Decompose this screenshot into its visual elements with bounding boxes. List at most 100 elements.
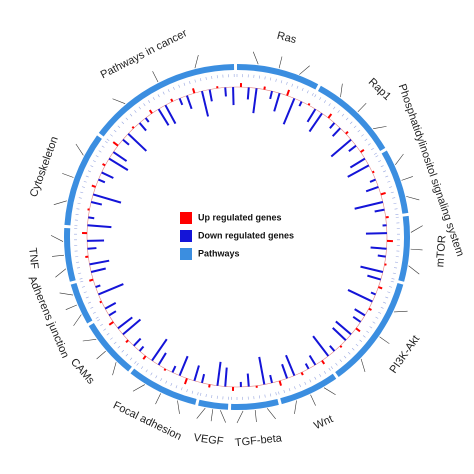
scale-tick bbox=[100, 323, 103, 327]
scale-tick bbox=[143, 103, 146, 107]
expression-bar bbox=[360, 265, 384, 273]
legend-swatch bbox=[180, 248, 192, 260]
expression-bar bbox=[378, 286, 383, 290]
scale-tick bbox=[92, 160, 96, 163]
scale-tick bbox=[380, 165, 384, 168]
scale-tick bbox=[351, 347, 355, 351]
pathway-label: TNF bbox=[26, 247, 40, 270]
expression-bar bbox=[108, 157, 129, 171]
scale-tick bbox=[90, 165, 94, 168]
scale-tick bbox=[81, 286, 85, 288]
scale-tick bbox=[95, 316, 99, 319]
connector bbox=[394, 310, 408, 313]
connector bbox=[220, 410, 226, 423]
expression-bar bbox=[349, 157, 366, 169]
connector bbox=[410, 248, 423, 251]
scale-tick bbox=[291, 83, 294, 87]
expression-bar bbox=[380, 192, 386, 196]
scale-tick bbox=[380, 306, 384, 309]
scale-tick bbox=[106, 333, 110, 336]
scale-tick bbox=[175, 385, 178, 389]
scale-tick bbox=[311, 92, 314, 96]
expression-bar bbox=[285, 354, 296, 376]
scale-tick bbox=[394, 208, 398, 210]
expression-bar bbox=[246, 373, 250, 387]
connector bbox=[96, 350, 106, 360]
scale-tick bbox=[372, 321, 376, 324]
scale-tick bbox=[385, 175, 389, 178]
connector bbox=[55, 268, 67, 278]
scale-tick bbox=[314, 94, 317, 98]
expression-bar bbox=[89, 259, 110, 266]
scale-tick bbox=[269, 77, 272, 81]
scale-tick bbox=[353, 125, 357, 129]
expression-bar bbox=[144, 117, 150, 123]
scale-tick bbox=[323, 100, 327, 103]
expression-bar bbox=[224, 87, 227, 97]
scale-tick bbox=[301, 87, 304, 91]
expression-bar bbox=[330, 138, 352, 158]
connector bbox=[236, 410, 244, 424]
connector bbox=[59, 292, 74, 296]
connector bbox=[379, 336, 390, 344]
connector bbox=[51, 254, 64, 257]
pathway-label: CAMs bbox=[68, 356, 97, 387]
expression-bar bbox=[112, 141, 119, 147]
scale-tick bbox=[173, 86, 175, 90]
expression-bar bbox=[360, 148, 365, 153]
scale-tick bbox=[383, 301, 387, 304]
expression-bar bbox=[281, 363, 289, 379]
pathway-arc bbox=[64, 227, 76, 282]
connector bbox=[132, 384, 145, 392]
scale-tick bbox=[361, 134, 364, 137]
expression-bar bbox=[88, 216, 95, 220]
pathway-arc bbox=[88, 322, 132, 372]
pathway-label: Wnt bbox=[312, 413, 335, 432]
scale-tick bbox=[375, 155, 379, 158]
scale-tick bbox=[83, 180, 87, 183]
scale-tick bbox=[205, 76, 207, 80]
pathway-arc bbox=[280, 373, 337, 405]
expression-bar bbox=[98, 178, 106, 184]
scale-tick bbox=[90, 306, 94, 309]
pathway-arc bbox=[230, 399, 279, 410]
scale-tick bbox=[157, 94, 160, 98]
connector bbox=[112, 362, 117, 376]
expression-bar bbox=[308, 354, 317, 366]
scale-tick bbox=[134, 110, 137, 113]
expression-bar bbox=[201, 90, 210, 117]
scale-tick bbox=[373, 152, 377, 155]
scale-tick bbox=[269, 393, 272, 397]
scale-tick bbox=[113, 129, 117, 133]
connector bbox=[53, 200, 67, 205]
expression-bar bbox=[131, 126, 135, 129]
scale-tick bbox=[362, 335, 366, 338]
expression-bar bbox=[163, 368, 167, 372]
expression-bar bbox=[99, 300, 103, 304]
scale-tick bbox=[77, 202, 81, 205]
expression-bar bbox=[157, 352, 167, 366]
connector bbox=[112, 98, 126, 104]
pathway-arc bbox=[381, 150, 409, 214]
expression-bar bbox=[157, 108, 170, 126]
scale-tick bbox=[387, 291, 391, 294]
expression-bar bbox=[216, 361, 222, 386]
expression-bar bbox=[89, 278, 94, 282]
expression-bar bbox=[345, 130, 349, 135]
pathway-arc bbox=[98, 64, 235, 137]
expression-bar bbox=[354, 308, 366, 317]
legend-label: Pathways bbox=[198, 248, 240, 258]
expression-bar bbox=[298, 101, 303, 107]
expression-bar bbox=[347, 164, 370, 178]
scale-tick bbox=[391, 278, 395, 280]
connector bbox=[278, 56, 283, 69]
expression-bar bbox=[138, 122, 147, 132]
scale-tick bbox=[113, 341, 117, 345]
scale-tick bbox=[357, 129, 361, 133]
scale-tick bbox=[145, 369, 148, 373]
scale-tick bbox=[152, 97, 155, 101]
expression-bar bbox=[108, 321, 114, 326]
scale-tick bbox=[95, 155, 99, 158]
expression-bar bbox=[87, 224, 112, 229]
pathway-label: Focal adhesion bbox=[111, 399, 183, 442]
